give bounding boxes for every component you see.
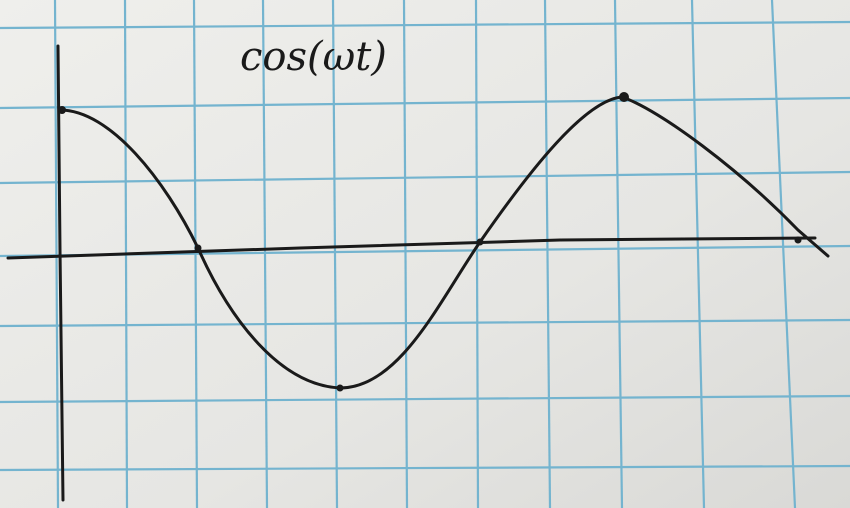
point [337, 385, 344, 392]
page: cos(ωt) (() => { const data = JSON.parse… [0, 0, 850, 508]
point [58, 106, 66, 114]
point [619, 92, 629, 102]
handwritten-title: cos(ωt) [240, 34, 387, 80]
point [195, 245, 202, 252]
point [477, 239, 484, 246]
point [795, 237, 802, 244]
photo: cos(ωt) [0, 0, 850, 508]
